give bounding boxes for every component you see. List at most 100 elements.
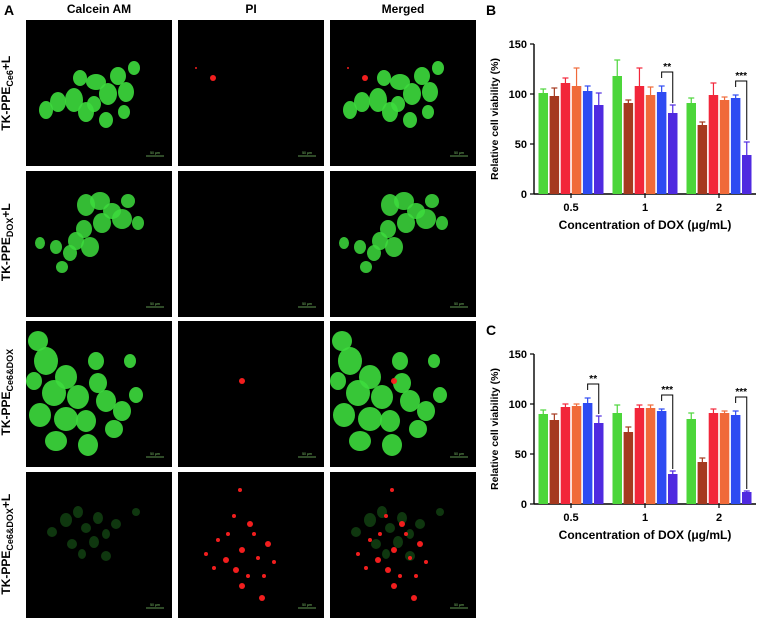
dead-cell bbox=[223, 557, 229, 563]
bar bbox=[742, 155, 752, 194]
live-cell bbox=[102, 529, 110, 539]
bar bbox=[582, 403, 593, 504]
dead-cell bbox=[247, 521, 253, 527]
scale-bar-label: 50 μm bbox=[150, 452, 160, 456]
bar bbox=[612, 413, 622, 504]
live-cell bbox=[93, 213, 111, 233]
bar bbox=[594, 423, 604, 504]
dead-cell bbox=[265, 541, 271, 547]
live-cell bbox=[121, 194, 135, 208]
bar bbox=[623, 432, 634, 504]
live-cell bbox=[385, 523, 395, 533]
x-tick-label: 1 bbox=[642, 202, 648, 214]
live-cell bbox=[65, 88, 83, 112]
significance-label: *** bbox=[735, 387, 747, 398]
live-cell bbox=[35, 237, 45, 249]
dead-cell bbox=[362, 75, 368, 81]
bar bbox=[668, 474, 678, 504]
live-cell bbox=[87, 96, 101, 112]
live-cell bbox=[397, 213, 415, 233]
live-cell bbox=[50, 240, 62, 254]
significance-label: *** bbox=[661, 385, 673, 396]
live-cell bbox=[34, 347, 58, 375]
bar bbox=[594, 105, 604, 194]
live-cell bbox=[393, 373, 411, 393]
dead-cell bbox=[262, 574, 266, 578]
live-cell bbox=[93, 512, 103, 524]
micrograph-merged-row2: 50 μm bbox=[330, 171, 476, 317]
micrograph-pi-row2: 50 μm bbox=[178, 171, 324, 317]
live-cell bbox=[112, 209, 132, 229]
live-cell bbox=[96, 390, 116, 412]
micrograph-calcein-row1: 50 μm bbox=[26, 20, 172, 166]
live-cell bbox=[433, 387, 447, 403]
x-tick-label: 1 bbox=[642, 512, 648, 524]
y-tick-label: 0 bbox=[521, 499, 527, 511]
bar bbox=[697, 125, 708, 194]
bar bbox=[538, 93, 548, 194]
dead-cell bbox=[391, 547, 397, 553]
live-cell bbox=[392, 352, 408, 370]
live-cell bbox=[380, 410, 400, 432]
dead-cell bbox=[195, 67, 197, 69]
live-cell bbox=[415, 519, 425, 529]
scale-bar-label: 50 μm bbox=[454, 151, 464, 155]
y-tick-label: 50 bbox=[515, 139, 527, 151]
live-cell bbox=[47, 527, 57, 537]
y-axis-label: Relative cell viability (%) bbox=[489, 58, 501, 180]
dead-cell bbox=[411, 595, 417, 601]
live-cell bbox=[110, 67, 126, 85]
panel-label-b: B bbox=[486, 2, 497, 18]
x-tick-label: 0.5 bbox=[563, 512, 578, 524]
scale-bar-label: 50 μm bbox=[302, 603, 312, 607]
dead-cell bbox=[385, 567, 391, 573]
dead-cell bbox=[239, 378, 245, 384]
dead-cell bbox=[384, 514, 388, 518]
live-cell bbox=[90, 192, 110, 210]
bar bbox=[582, 91, 593, 194]
live-cell bbox=[78, 549, 86, 559]
live-cell bbox=[81, 523, 91, 533]
live-cell bbox=[394, 192, 414, 210]
significance-bracket bbox=[735, 80, 748, 140]
bar bbox=[719, 413, 730, 504]
live-cell bbox=[371, 539, 381, 549]
scale-bar-label: 50 μm bbox=[150, 151, 160, 155]
live-cell bbox=[385, 237, 403, 257]
y-tick-label: 100 bbox=[509, 399, 527, 411]
live-cell bbox=[330, 372, 346, 390]
bar bbox=[571, 86, 582, 194]
dead-cell bbox=[272, 560, 276, 564]
micrograph-pi-row1: 50 μm bbox=[178, 20, 324, 166]
live-cell bbox=[422, 105, 434, 119]
live-cell bbox=[113, 401, 131, 421]
live-cell bbox=[76, 410, 96, 432]
viability-chart-c: 0 50 100 150 Relative cell viability (%) 0.5 1… bbox=[489, 349, 756, 542]
live-cell bbox=[367, 245, 381, 261]
dead-cell bbox=[398, 574, 402, 578]
significance-bracket bbox=[661, 394, 674, 469]
dead-cell bbox=[226, 532, 230, 536]
bar bbox=[668, 113, 678, 194]
bar bbox=[560, 407, 571, 504]
dead-cell bbox=[391, 378, 397, 384]
x-tick-label: 0.5 bbox=[563, 202, 578, 214]
live-cell bbox=[132, 508, 140, 516]
scale-bar-label: 50 μm bbox=[302, 302, 312, 306]
dead-cell bbox=[259, 595, 265, 601]
live-cell bbox=[351, 527, 361, 537]
dead-cell bbox=[399, 521, 405, 527]
live-cell bbox=[391, 96, 405, 112]
dead-cell bbox=[414, 574, 418, 578]
dead-cell bbox=[356, 552, 360, 556]
x-tick-label: 2 bbox=[716, 512, 722, 524]
significance-label: ** bbox=[663, 62, 671, 73]
live-cell bbox=[338, 347, 362, 375]
live-cell bbox=[105, 420, 123, 438]
dead-cell bbox=[233, 567, 239, 573]
live-cell bbox=[393, 536, 403, 548]
y-tick-label: 150 bbox=[509, 349, 527, 361]
significance-bracket bbox=[661, 71, 674, 103]
live-cell bbox=[26, 372, 42, 390]
dead-cell bbox=[246, 574, 250, 578]
